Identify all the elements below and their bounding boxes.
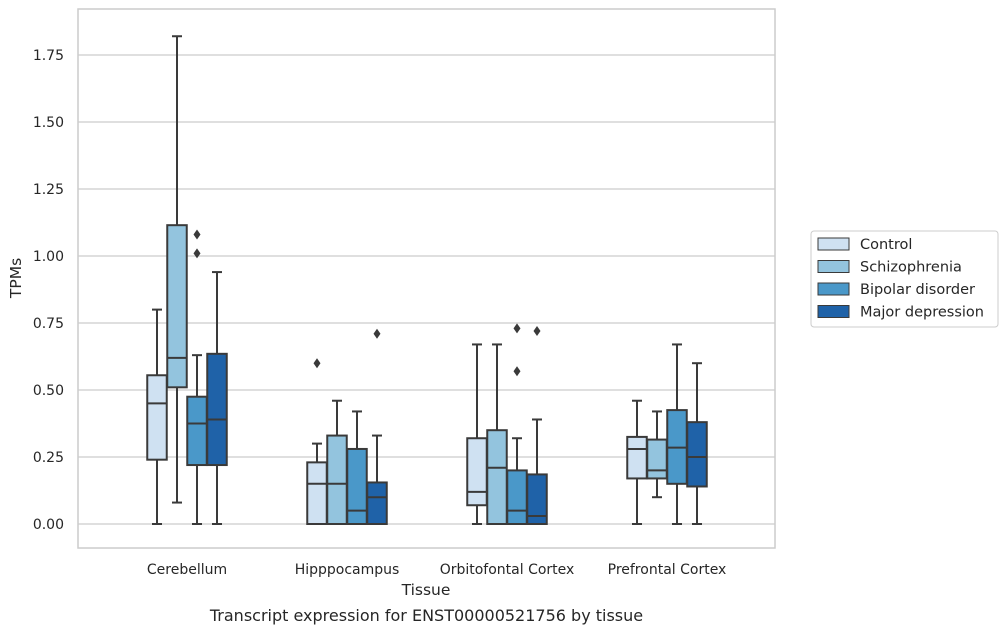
box-bipolar-disorder (666, 343, 688, 525)
x-axis-title: Tissue (401, 581, 451, 599)
iqr-box (306, 461, 328, 525)
legend: Control Schizophrenia Bipolar disorder Majo… (810, 230, 999, 328)
iqr-box (506, 469, 528, 525)
iqr-box (206, 352, 228, 467)
box-major-depression (686, 362, 708, 525)
y-tick-label: 0.25 (33, 450, 64, 466)
legend-label: Major depression (860, 305, 984, 321)
legend-frame (810, 230, 999, 328)
box-major-depression (366, 328, 388, 525)
boxes (146, 35, 708, 526)
y-tick-label: 0.50 (33, 383, 64, 399)
box-major-depression (526, 326, 548, 526)
y-tick-label: 0.75 (33, 316, 64, 332)
box-bipolar-disorder (186, 229, 208, 525)
plot-border (77, 8, 776, 549)
legend-swatch (817, 260, 850, 273)
iqr-box (186, 395, 208, 467)
outlier-point (373, 328, 381, 339)
y-axis: 0.00 0.25 0.50 0.75 1.00 1.25 1.50 1.75 (33, 48, 64, 533)
box-schizophrenia (646, 410, 668, 499)
y-axis-title: TPMs (7, 258, 25, 299)
x-tick-label: Prefrontal Cortex (608, 562, 727, 578)
legend-label: Control (860, 237, 912, 253)
outlier-point (313, 358, 321, 369)
outlier-point (513, 323, 521, 334)
box-schizophrenia (326, 399, 348, 525)
iqr-box (626, 435, 648, 480)
box-schizophrenia (166, 35, 188, 504)
box-control (146, 308, 168, 525)
y-tick-label: 1.25 (33, 182, 64, 198)
iqr-box (366, 481, 388, 525)
box-control (466, 343, 488, 525)
x-tick-label: Hipppocampus (295, 562, 400, 578)
box-control (306, 358, 328, 525)
outlier-point (533, 326, 541, 337)
legend-swatch (817, 282, 850, 296)
legend-label: Bipolar disorder (860, 282, 975, 298)
x-tick-label: Orbitofontal Cortex (440, 562, 575, 578)
y-tick-label: 1.00 (33, 249, 64, 265)
iqr-box (346, 447, 368, 525)
outlier-point (193, 248, 201, 259)
y-tick-label: 0.00 (33, 517, 64, 533)
iqr-box (686, 421, 708, 488)
x-tick-label: Cerebellum (147, 562, 227, 578)
iqr-box (166, 224, 188, 389)
box-major-depression (206, 271, 228, 525)
outlier-point (513, 366, 521, 377)
figure-caption: Transcript expression for ENST0000052175… (209, 606, 644, 625)
plot-frame (77, 8, 776, 549)
iqr-box (646, 438, 668, 480)
outlier-point (193, 229, 201, 240)
iqr-box (466, 437, 488, 507)
legend-label: Schizophrenia (860, 260, 962, 276)
y-tick-label: 1.75 (33, 48, 64, 64)
legend-swatch (817, 237, 850, 251)
iqr-box (486, 429, 508, 526)
box-bipolar-disorder (346, 410, 368, 525)
box-bipolar-disorder (506, 323, 528, 525)
box-control (626, 399, 648, 525)
iqr-box (326, 434, 348, 525)
y-tick-label: 1.50 (33, 115, 64, 131)
iqr-box (526, 473, 548, 526)
box-schizophrenia (486, 343, 508, 526)
legend-swatch (817, 305, 850, 318)
iqr-box (146, 374, 168, 461)
x-axis: Cerebellum Hipppocampus Orbitofontal Corte… (147, 562, 726, 578)
